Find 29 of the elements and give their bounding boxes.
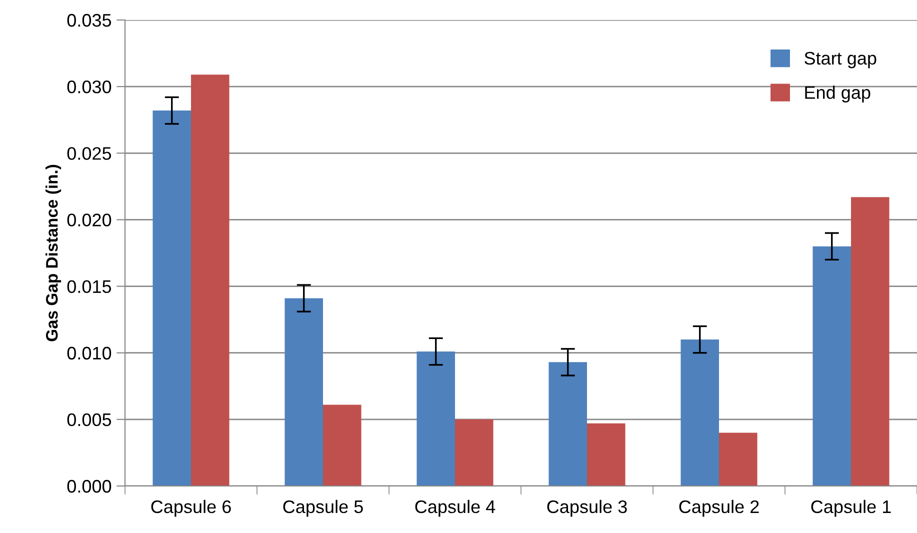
bar bbox=[719, 432, 758, 486]
x-tick-label: Capsule 6 bbox=[151, 500, 231, 517]
y-tick-label: 0.030 bbox=[67, 80, 112, 94]
legend-label: Start gap bbox=[804, 52, 876, 68]
bar bbox=[455, 419, 494, 486]
bar bbox=[284, 298, 323, 486]
bar bbox=[587, 423, 626, 486]
bar bbox=[191, 74, 230, 486]
y-tick-label: 0.020 bbox=[67, 214, 112, 226]
y-tick-label: 0.000 bbox=[67, 480, 112, 493]
x-tick-label: Capsule 3 bbox=[547, 500, 627, 517]
legend-label: End gap bbox=[805, 86, 870, 102]
y-tick-label: 0.035 bbox=[67, 14, 112, 27]
x-tick-label: Capsule 2 bbox=[679, 500, 759, 517]
bar bbox=[152, 110, 191, 486]
y-tick-label: 0.025 bbox=[67, 147, 112, 160]
x-tick-label: Capsule 4 bbox=[415, 500, 496, 517]
x-tick-label: Capsule 5 bbox=[283, 500, 363, 517]
bar bbox=[323, 404, 362, 486]
bar bbox=[812, 246, 851, 486]
y-tick-label: 0.010 bbox=[67, 346, 112, 360]
bar bbox=[680, 340, 719, 486]
y-tick-label: 0.005 bbox=[67, 413, 112, 426]
y-axis-title: Gas Gap Distance (in.) bbox=[46, 164, 62, 342]
x-tick-label: Capsule 1 bbox=[811, 500, 891, 517]
bar bbox=[548, 362, 587, 486]
bar bbox=[416, 352, 455, 486]
y-tick-label: 0.015 bbox=[67, 280, 112, 294]
bar bbox=[851, 197, 890, 486]
